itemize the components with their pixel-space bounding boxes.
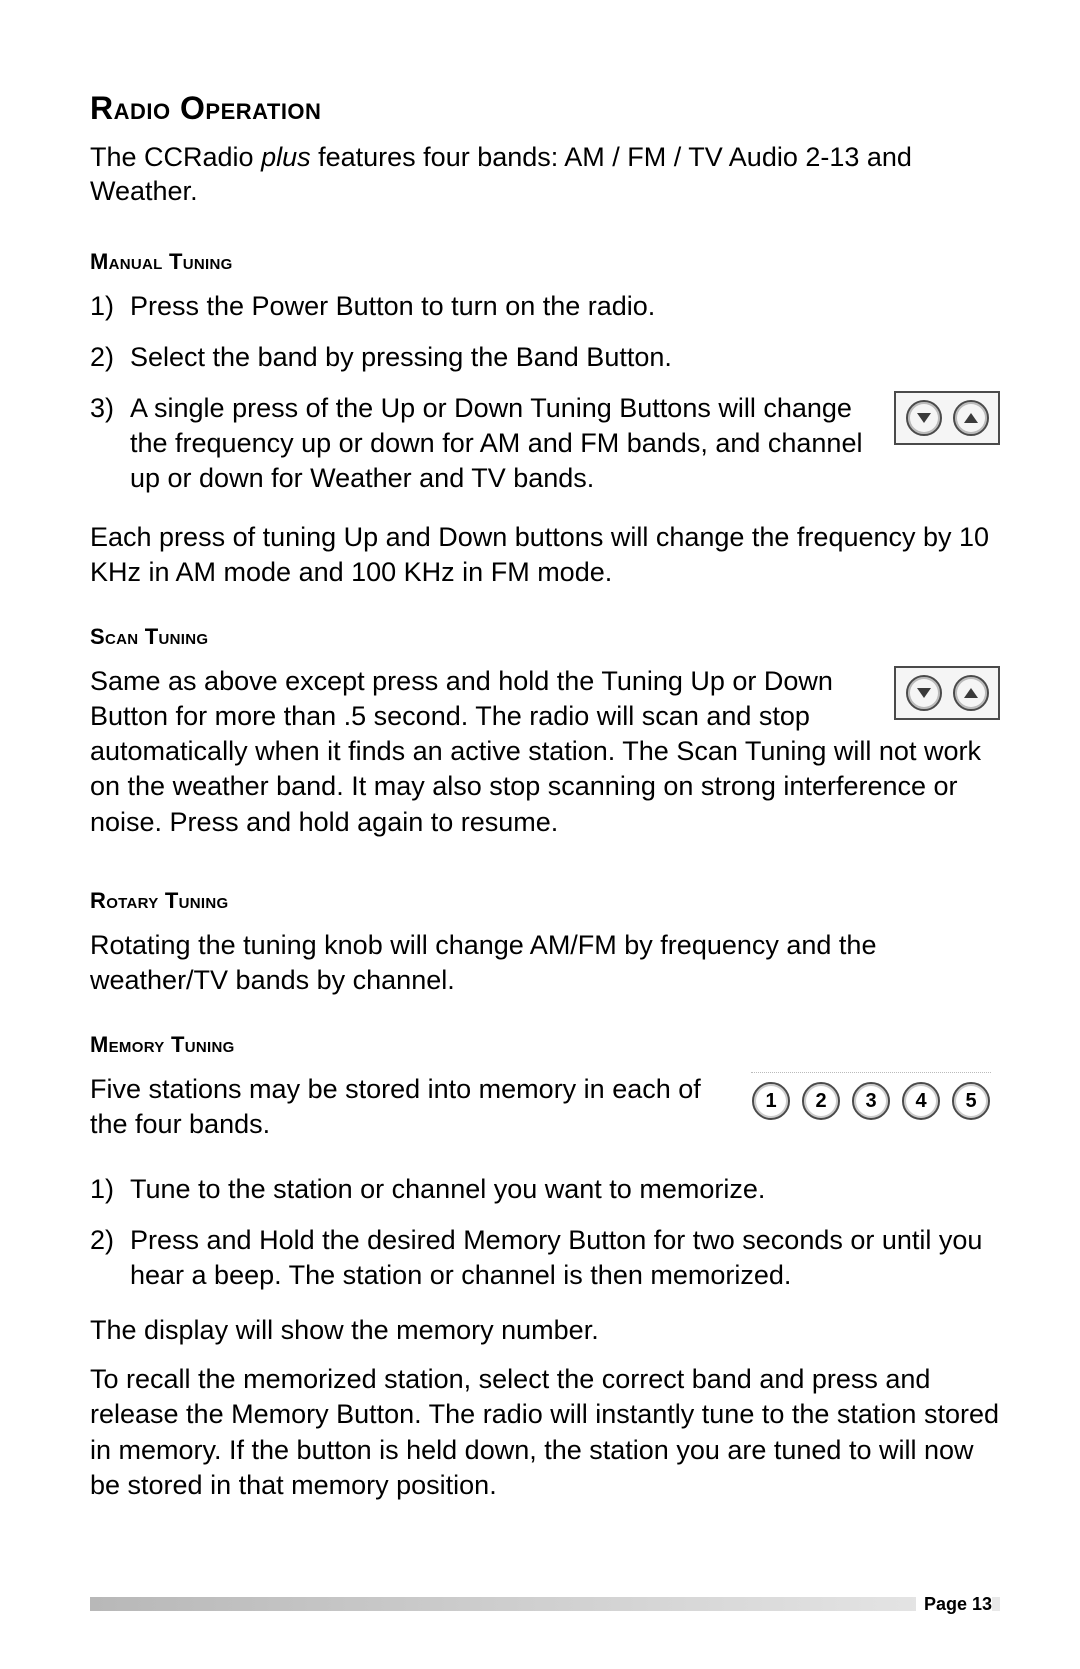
memory-tuning-heading: Memory Tuning — [90, 1032, 1000, 1058]
list-number: 1) — [90, 1172, 130, 1207]
manual-tuning-after: Each press of tuning Up and Down buttons… — [90, 520, 1000, 590]
scan-tuning-heading: Scan Tuning — [90, 624, 1000, 650]
memory-button-5: 5 — [952, 1082, 990, 1120]
tune-up-icon — [953, 675, 989, 711]
list-number: 2) — [90, 340, 130, 375]
list-text: Press and Hold the desired Memory Button… — [130, 1223, 1000, 1293]
list-text: A single press of the Up or Down Tuning … — [130, 391, 1000, 496]
manual-tuning-item-3: 3) A single press of the Up or Down Tuni… — [90, 391, 1000, 496]
tune-down-icon — [906, 675, 942, 711]
memory-button-2: 2 — [802, 1082, 840, 1120]
page-number: Page 13 — [916, 1594, 992, 1615]
memory-tuning-after1: The display will show the memory number. — [90, 1313, 1000, 1348]
memory-tuning-intro-text: Five stations may be stored into memory … — [90, 1074, 701, 1139]
intro-prefix: The CCRadio — [90, 142, 261, 172]
list-number: 2) — [90, 1223, 130, 1293]
memory-tuning-after2: To recall the memorized station, select … — [90, 1362, 1000, 1502]
manual-tuning-item-2: 2) Select the band by pressing the Band … — [90, 340, 1000, 375]
list-text: Tune to the station or channel you want … — [130, 1172, 1000, 1207]
memory-tuning-item-1: 1) Tune to the station or channel you wa… — [90, 1172, 1000, 1207]
tune-up-icon — [953, 400, 989, 436]
rotary-tuning-body: Rotating the tuning knob will change AM/… — [90, 928, 1000, 998]
memory-button-3: 3 — [852, 1082, 890, 1120]
list-text: Press the Power Button to turn on the ra… — [130, 289, 1000, 324]
list-number: 1) — [90, 289, 130, 324]
scan-tuning-text: Same as above except press and hold the … — [90, 666, 981, 836]
memory-button-1: 1 — [752, 1082, 790, 1120]
rotary-tuning-heading: Rotary Tuning — [90, 888, 1000, 914]
tuning-buttons-diagram — [894, 391, 1000, 445]
footer-bar: Page 13 — [90, 1597, 1000, 1611]
manual-tuning-heading: Manual Tuning — [90, 249, 1000, 275]
scan-tuning-body: Same as above except press and hold the … — [90, 664, 1000, 839]
manual-tuning-item-3-text: A single press of the Up or Down Tuning … — [130, 393, 862, 493]
page-footer: Page 13 — [90, 1597, 1000, 1611]
memory-tuning-intro: 1 2 3 4 5 Five stations may be stored in… — [90, 1072, 1000, 1142]
intro-text: The CCRadio plus features four bands: AM… — [90, 141, 1000, 209]
manual-tuning-item-1: 1) Press the Power Button to turn on the… — [90, 289, 1000, 324]
list-number: 3) — [90, 391, 130, 496]
tune-down-icon — [906, 400, 942, 436]
tuning-buttons-diagram — [894, 666, 1000, 720]
memory-button-row: 1 2 3 4 5 — [742, 1082, 1000, 1120]
page-title: Radio Operation — [90, 90, 1000, 127]
intro-italic: plus — [261, 142, 311, 172]
list-text: Select the band by pressing the Band But… — [130, 340, 1000, 375]
memory-tuning-item-2: 2) Press and Hold the desired Memory But… — [90, 1223, 1000, 1293]
memory-buttons-diagram: 1 2 3 4 5 — [742, 1072, 1000, 1134]
memory-button-4: 4 — [902, 1082, 940, 1120]
